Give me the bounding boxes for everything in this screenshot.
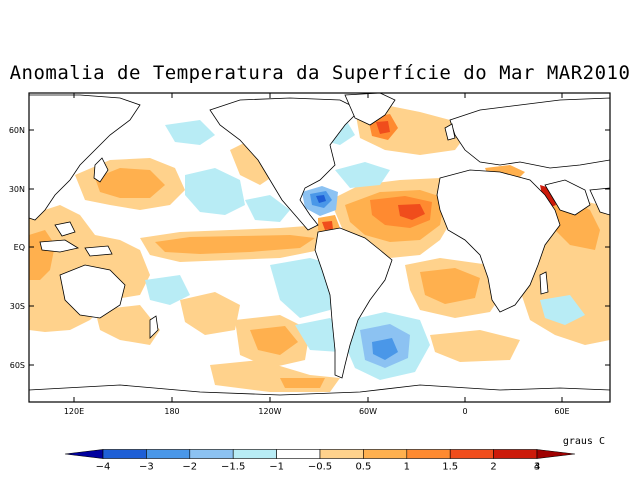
continent-new-zealand [149, 315, 159, 339]
continent-new-guinea [84, 245, 113, 257]
continent-japan [93, 157, 109, 183]
continent-north-america [209, 97, 361, 231]
warm-anomaly-caribbean-core [322, 221, 333, 230]
colorbar-label-2: −2 [182, 462, 197, 473]
colorbar-label-0: −4 [96, 462, 111, 473]
continent-greenland [344, 93, 396, 126]
lon-label-120w: 120W [258, 407, 281, 416]
warm-anomaly-southern-ocean-core [280, 378, 325, 388]
colorbar-segment-9 [449, 449, 494, 459]
colorbar-label-3: −1.5 [221, 462, 245, 473]
colorbar-segment-7 [363, 449, 408, 459]
warm-anomaly-tropical-atlantic-peak [398, 204, 425, 220]
continent-south-america [314, 227, 393, 379]
colorbar-label-10: 3 [534, 462, 540, 473]
colorbar-unit: graus C [563, 436, 605, 447]
colorbar-label-9: 2 [490, 462, 496, 473]
continent-europe [449, 97, 610, 169]
colorbar-label-7: 1 [404, 462, 410, 473]
warm-anomaly-tasman [95, 305, 160, 345]
colorbar-segment-2 [146, 449, 191, 459]
colorbar-segment-min [64, 449, 104, 459]
lon-label-60e: 60E [554, 407, 569, 416]
colorbar-segment-6 [319, 449, 364, 459]
continent-indonesia [39, 239, 80, 253]
colorbar-segment-5 [276, 449, 321, 459]
continent-asia-east [29, 94, 141, 221]
continent-uk [444, 123, 456, 141]
colorbar-label-11: 4 [534, 462, 540, 473]
colorbar-label-5: −0.5 [308, 462, 332, 473]
longitude-axis: 120E 180 120W 60W 0 60E [64, 93, 570, 416]
continent-australia [59, 264, 126, 319]
colorbar-segment-3 [189, 449, 234, 459]
lat-label-60n: 60N [9, 126, 25, 135]
warm-anomaly-south-atlantic-low [430, 330, 520, 362]
colorbar-label-6: 0.5 [355, 462, 371, 473]
map-title: Anomalia de Temperatura da Superfície do… [9, 62, 631, 84]
cold-anomaly-north-pacific-central [185, 168, 245, 215]
warm-anomaly-red-sea [540, 185, 556, 208]
lon-label-120e: 120E [64, 407, 84, 416]
lon-label-0: 0 [462, 407, 467, 416]
cold-anomaly-argentina-core [372, 338, 398, 360]
continent-borneo [54, 221, 76, 237]
latitude-axis: 60N 30N EQ 30S 60S [9, 126, 610, 370]
cold-anomaly-northeast-pacific [245, 195, 290, 222]
continent-madagascar [539, 271, 549, 295]
anomaly-field [29, 105, 610, 392]
lat-label-30s: 30S [10, 302, 25, 311]
lon-label-60w: 60W [359, 407, 377, 416]
colorbar-segment-8 [406, 449, 451, 459]
cold-anomaly-south-indian [540, 295, 585, 325]
cold-anomaly-gulf-peak [316, 195, 326, 203]
lat-label-eq: EQ [14, 243, 25, 252]
colorbar-label-4: −1 [269, 462, 284, 473]
cold-anomaly-us-east-coast [335, 162, 390, 188]
lat-label-30n: 30N [9, 185, 25, 194]
warm-anomaly-iceland-peak [376, 121, 390, 134]
colorbar-label-1: −3 [139, 462, 154, 473]
colorbar-segment-10 [493, 449, 538, 459]
colorbar-segment-max [536, 449, 576, 459]
continent-africa [436, 169, 561, 313]
continent-arabia [544, 179, 591, 216]
warm-anomaly-south-pacific-core [250, 326, 298, 355]
cold-anomaly-west-pacific-south [145, 275, 190, 305]
colorbar-segment-4 [232, 449, 277, 459]
colorbar-segment-1 [102, 449, 147, 459]
lon-label-180: 180 [164, 407, 179, 416]
warm-anomaly-central-pacific-core [155, 235, 315, 254]
colorbar: −4 −3 −2 −1.5 −1 −0.5 0.5 1 1.5 2 34 [64, 449, 576, 473]
warm-anomaly-arabian [545, 200, 600, 250]
continent-india [589, 187, 610, 216]
lat-label-60s: 60S [10, 361, 25, 370]
warm-anomaly-kuroshio [95, 168, 165, 198]
warm-anomaly-south-pacific [180, 292, 240, 335]
warm-anomaly-south-atlantic-core [420, 268, 480, 304]
colorbar-label-8: 1.5 [442, 462, 458, 473]
cold-anomaly-north-pacific-alaska [165, 120, 215, 145]
